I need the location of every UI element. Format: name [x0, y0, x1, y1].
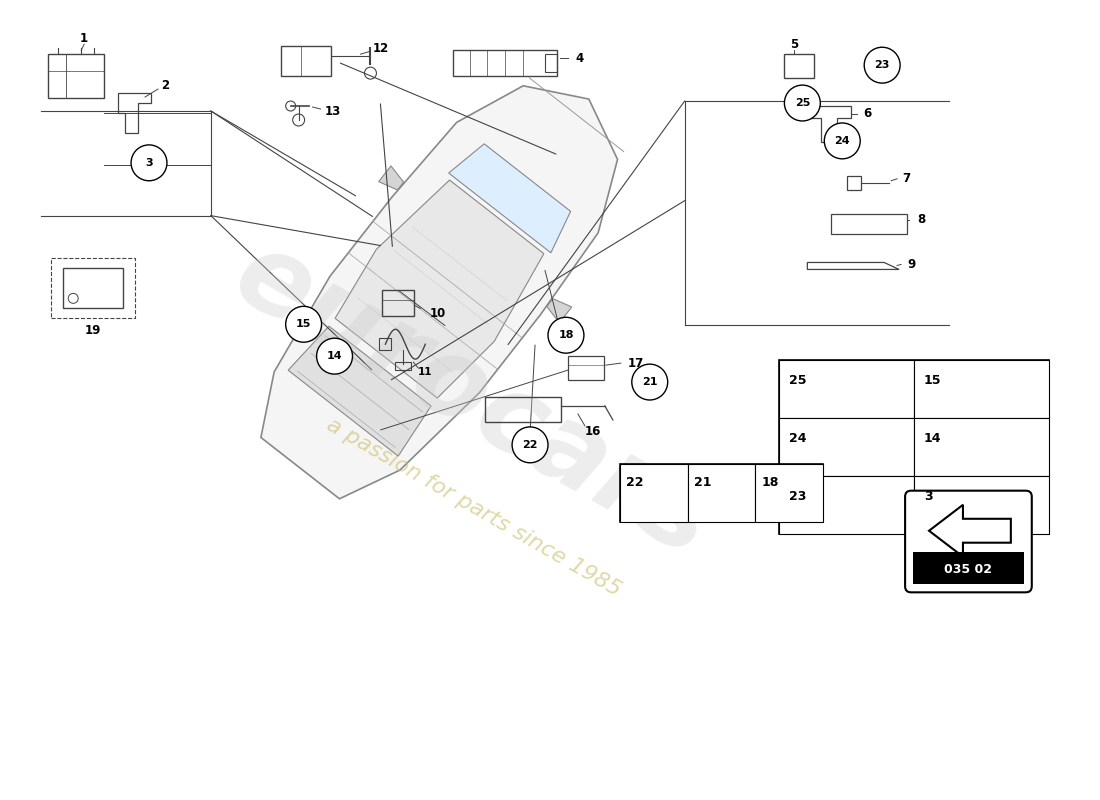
Bar — [784, 54, 814, 78]
Circle shape — [286, 306, 321, 342]
Text: 13: 13 — [324, 105, 341, 118]
Bar — [832, 214, 908, 234]
Text: 2: 2 — [161, 78, 169, 91]
Text: 3: 3 — [145, 158, 153, 168]
FancyBboxPatch shape — [905, 490, 1032, 592]
Text: 22: 22 — [626, 476, 644, 489]
Text: 14: 14 — [924, 432, 942, 445]
Circle shape — [317, 338, 352, 374]
Text: 24: 24 — [790, 432, 807, 445]
Text: 21: 21 — [642, 377, 658, 387]
Bar — [688, 464, 756, 522]
Bar — [780, 476, 914, 534]
Text: 11: 11 — [418, 367, 432, 377]
Bar — [780, 418, 914, 476]
Text: 1: 1 — [80, 32, 88, 45]
Bar — [568, 356, 604, 380]
Text: 12: 12 — [372, 42, 388, 54]
Bar — [395, 362, 411, 370]
Text: 3: 3 — [924, 490, 933, 502]
Text: 23: 23 — [790, 490, 806, 502]
Bar — [48, 54, 104, 98]
Polygon shape — [378, 166, 404, 190]
Text: 5: 5 — [790, 38, 799, 50]
Text: 7: 7 — [902, 172, 910, 186]
Text: 8: 8 — [917, 213, 925, 226]
Text: 9: 9 — [908, 258, 915, 271]
Text: eurocars: eurocars — [216, 221, 730, 579]
Text: 035 02: 035 02 — [945, 563, 992, 576]
Text: 4: 4 — [575, 52, 584, 65]
Circle shape — [824, 123, 860, 159]
Text: a passion for parts since 1985: a passion for parts since 1985 — [322, 415, 624, 600]
Bar — [914, 476, 1048, 534]
Bar — [379, 338, 392, 350]
Bar — [847, 176, 861, 190]
Polygon shape — [449, 144, 571, 253]
Circle shape — [131, 145, 167, 181]
Text: 23: 23 — [874, 60, 890, 70]
Circle shape — [513, 427, 548, 462]
Circle shape — [631, 364, 668, 400]
Bar — [63, 269, 123, 308]
Text: 18: 18 — [761, 476, 779, 489]
Text: 21: 21 — [694, 476, 711, 489]
Text: 22: 22 — [522, 440, 538, 450]
Polygon shape — [547, 298, 572, 322]
Bar — [756, 464, 823, 522]
Bar — [52, 258, 135, 318]
Bar — [619, 464, 823, 522]
Text: 14: 14 — [327, 351, 342, 361]
Bar — [780, 360, 1048, 534]
Bar — [544, 54, 557, 72]
Text: 15: 15 — [296, 319, 311, 330]
Text: 19: 19 — [85, 324, 101, 337]
Circle shape — [865, 47, 900, 83]
Text: 6: 6 — [864, 107, 871, 121]
Bar — [780, 360, 914, 418]
Text: 15: 15 — [924, 374, 942, 387]
Circle shape — [784, 85, 821, 121]
Text: 10: 10 — [430, 307, 447, 320]
Bar — [280, 46, 331, 76]
Polygon shape — [261, 86, 617, 499]
Text: 25: 25 — [794, 98, 810, 108]
Text: 25: 25 — [790, 374, 807, 387]
Bar — [453, 50, 557, 76]
Bar — [383, 290, 415, 316]
Polygon shape — [288, 326, 431, 456]
Bar — [485, 397, 561, 422]
Text: 18: 18 — [558, 330, 574, 340]
Text: 24: 24 — [835, 136, 850, 146]
Bar — [913, 552, 1024, 584]
Circle shape — [548, 318, 584, 353]
Bar — [619, 464, 688, 522]
Bar — [914, 360, 1048, 418]
Polygon shape — [930, 505, 1011, 557]
Text: 17: 17 — [628, 357, 643, 370]
Bar — [914, 418, 1048, 476]
Text: 16: 16 — [585, 426, 601, 438]
Polygon shape — [336, 180, 543, 398]
